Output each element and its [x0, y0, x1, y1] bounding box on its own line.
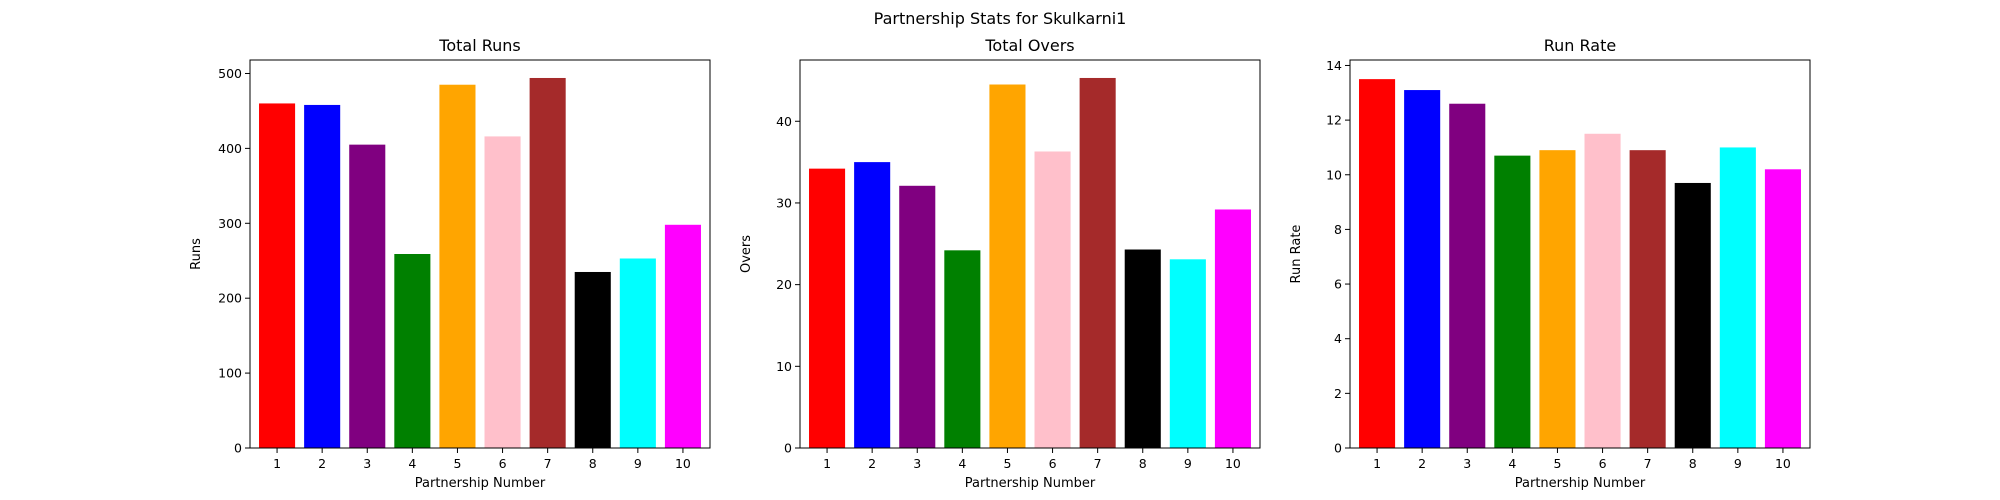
chart-title: Total Overs: [984, 36, 1074, 55]
y-tick-label: 30: [776, 195, 792, 210]
bar-7: [1629, 150, 1666, 449]
x-tick-label: 5: [1003, 456, 1011, 471]
x-tick-label: 2: [318, 456, 326, 471]
bar-10: [1764, 169, 1801, 449]
x-tick-label: 7: [544, 456, 552, 471]
x-tick-label: 1: [823, 456, 831, 471]
y-axis-label: Overs: [739, 235, 754, 273]
bar-7: [529, 77, 566, 448]
x-tick-label: 9: [1734, 456, 1742, 471]
x-tick-label: 7: [1644, 456, 1652, 471]
y-tick-label: 400: [218, 141, 242, 156]
x-tick-label: 6: [1599, 456, 1607, 471]
y-tick-label: 0: [234, 441, 242, 456]
x-tick-label: 5: [453, 456, 461, 471]
x-tick-label: 10: [1225, 456, 1241, 471]
bar-3: [1449, 103, 1486, 448]
bar-6: [1034, 151, 1071, 449]
x-tick-label: 9: [1184, 456, 1192, 471]
x-tick-label: 6: [499, 456, 507, 471]
x-tick-label: 4: [408, 456, 416, 471]
chart-title: Run Rate: [1544, 36, 1616, 55]
bar-6: [1584, 133, 1621, 448]
bar-1: [1359, 79, 1396, 448]
bar-2: [1404, 90, 1441, 448]
bar-3: [349, 144, 386, 448]
y-tick-label: 14: [1326, 58, 1342, 73]
x-tick-label: 10: [1775, 456, 1791, 471]
x-tick-label: 3: [1463, 456, 1471, 471]
x-tick-label: 8: [589, 456, 597, 471]
y-axis-label: Run Rate: [1289, 225, 1304, 284]
bar-8: [1674, 182, 1711, 448]
y-tick-label: 10: [776, 359, 792, 374]
x-tick-label: 5: [1553, 456, 1561, 471]
y-tick-label: 20: [776, 277, 792, 292]
y-tick-label: 12: [1326, 113, 1342, 128]
y-tick-label: 8: [1334, 222, 1342, 237]
bar-4: [1494, 155, 1531, 448]
bar-9: [619, 258, 656, 448]
x-axis-label: Partnership Number: [965, 476, 1096, 491]
x-tick-label: 3: [363, 456, 371, 471]
y-tick-label: 300: [218, 216, 242, 231]
x-tick-label: 1: [1373, 456, 1381, 471]
figure-title: Partnership Stats for Skulkarni1: [874, 9, 1127, 28]
x-axis-label: Partnership Number: [415, 476, 546, 491]
y-tick-label: 6: [1334, 277, 1342, 292]
bar-1: [259, 103, 296, 448]
bar-9: [1169, 259, 1206, 448]
x-tick-label: 8: [1689, 456, 1697, 471]
axes-frame: [799, 59, 1261, 449]
x-tick-label: 4: [1508, 456, 1516, 471]
bar-2: [854, 162, 891, 449]
bar-5: [989, 84, 1026, 448]
x-tick-label: 7: [1094, 456, 1102, 471]
bar-3: [899, 185, 936, 449]
axes-frame: [249, 59, 711, 449]
bar-5: [1539, 150, 1576, 449]
bar-10: [664, 224, 701, 448]
y-tick-label: 2: [1334, 386, 1342, 401]
bar-1: [809, 168, 846, 448]
chart-2: 1 2 3 4 5 6 7 8 9 10 0 10 20 30 40 Total Overs Partnersh…: [739, 36, 1261, 491]
bar-7: [1079, 77, 1116, 448]
bar-2: [304, 104, 341, 448]
bar-5: [439, 84, 476, 448]
bar-10: [1214, 209, 1251, 448]
x-tick-label: 2: [868, 456, 876, 471]
x-tick-label: 1: [273, 456, 281, 471]
bar-6: [484, 136, 521, 448]
x-axis-label: Partnership Number: [1515, 476, 1646, 491]
y-tick-label: 4: [1334, 331, 1342, 346]
bar-9: [1719, 147, 1756, 448]
y-tick-label: 0: [1334, 441, 1342, 456]
bar-4: [394, 254, 431, 448]
y-tick-label: 10: [1326, 167, 1342, 182]
y-tick-label: 500: [218, 66, 242, 81]
x-tick-label: 3: [913, 456, 921, 471]
x-tick-label: 10: [675, 456, 691, 471]
axes-frame: [1349, 59, 1811, 449]
x-tick-label: 8: [1139, 456, 1147, 471]
y-tick-label: 40: [776, 114, 792, 129]
x-tick-label: 4: [958, 456, 966, 471]
y-tick-label: 0: [784, 441, 792, 456]
chart-title: Total Runs: [438, 36, 520, 55]
bar-8: [1124, 249, 1161, 448]
y-tick-label: 200: [218, 291, 242, 306]
bar-8: [574, 271, 611, 448]
y-tick-label: 100: [218, 366, 242, 381]
x-tick-label: 2: [1418, 456, 1426, 471]
x-tick-label: 6: [1049, 456, 1057, 471]
x-tick-label: 9: [634, 456, 642, 471]
y-axis-label: Runs: [189, 238, 204, 270]
bar-4: [944, 250, 981, 448]
